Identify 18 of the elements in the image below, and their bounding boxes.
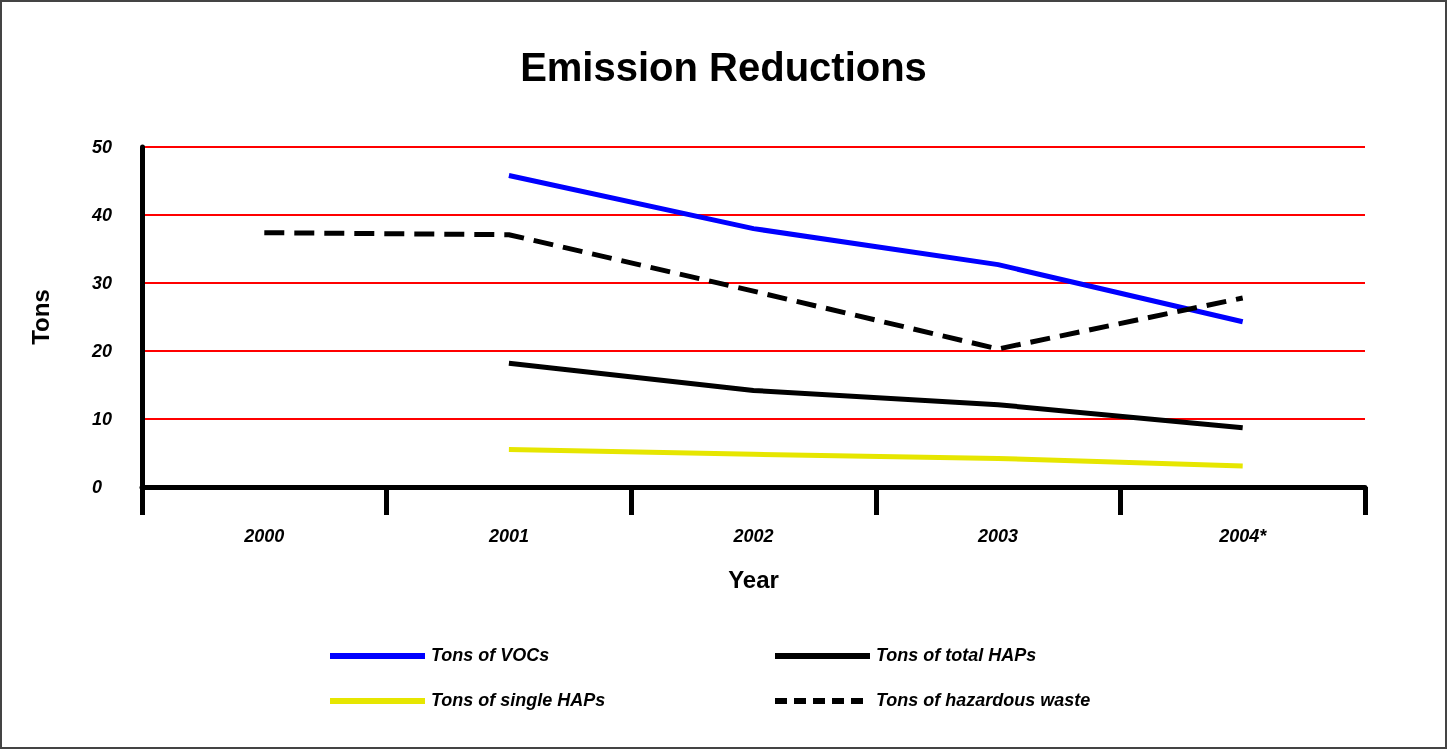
- x-axis-title: Year: [728, 565, 779, 593]
- y-axis-title: Tons: [26, 289, 54, 345]
- y-tick-label: 30: [92, 273, 113, 293]
- legend-label: Tons of total HAPs: [876, 645, 1037, 666]
- y-tick-label: 50: [92, 137, 113, 157]
- y-tick-label: 20: [91, 341, 113, 361]
- chart-title: Emission Reductions: [520, 45, 927, 89]
- x-tick-label: 2001: [487, 526, 529, 546]
- x-tick-label: 2003: [977, 526, 1019, 546]
- x-tick-label: 2000: [243, 526, 285, 546]
- y-tick-label: 0: [92, 477, 103, 497]
- x-tick-label: 2004*: [1218, 526, 1268, 546]
- legend-label: Tons of single HAPs: [431, 690, 606, 711]
- x-tick-label: 2002: [732, 526, 774, 546]
- legend-label: Tons of hazardous waste: [876, 690, 1091, 711]
- legend-label: Tons of VOCs: [431, 645, 550, 666]
- y-tick-label: 10: [92, 409, 113, 429]
- y-tick-label: 40: [91, 205, 113, 225]
